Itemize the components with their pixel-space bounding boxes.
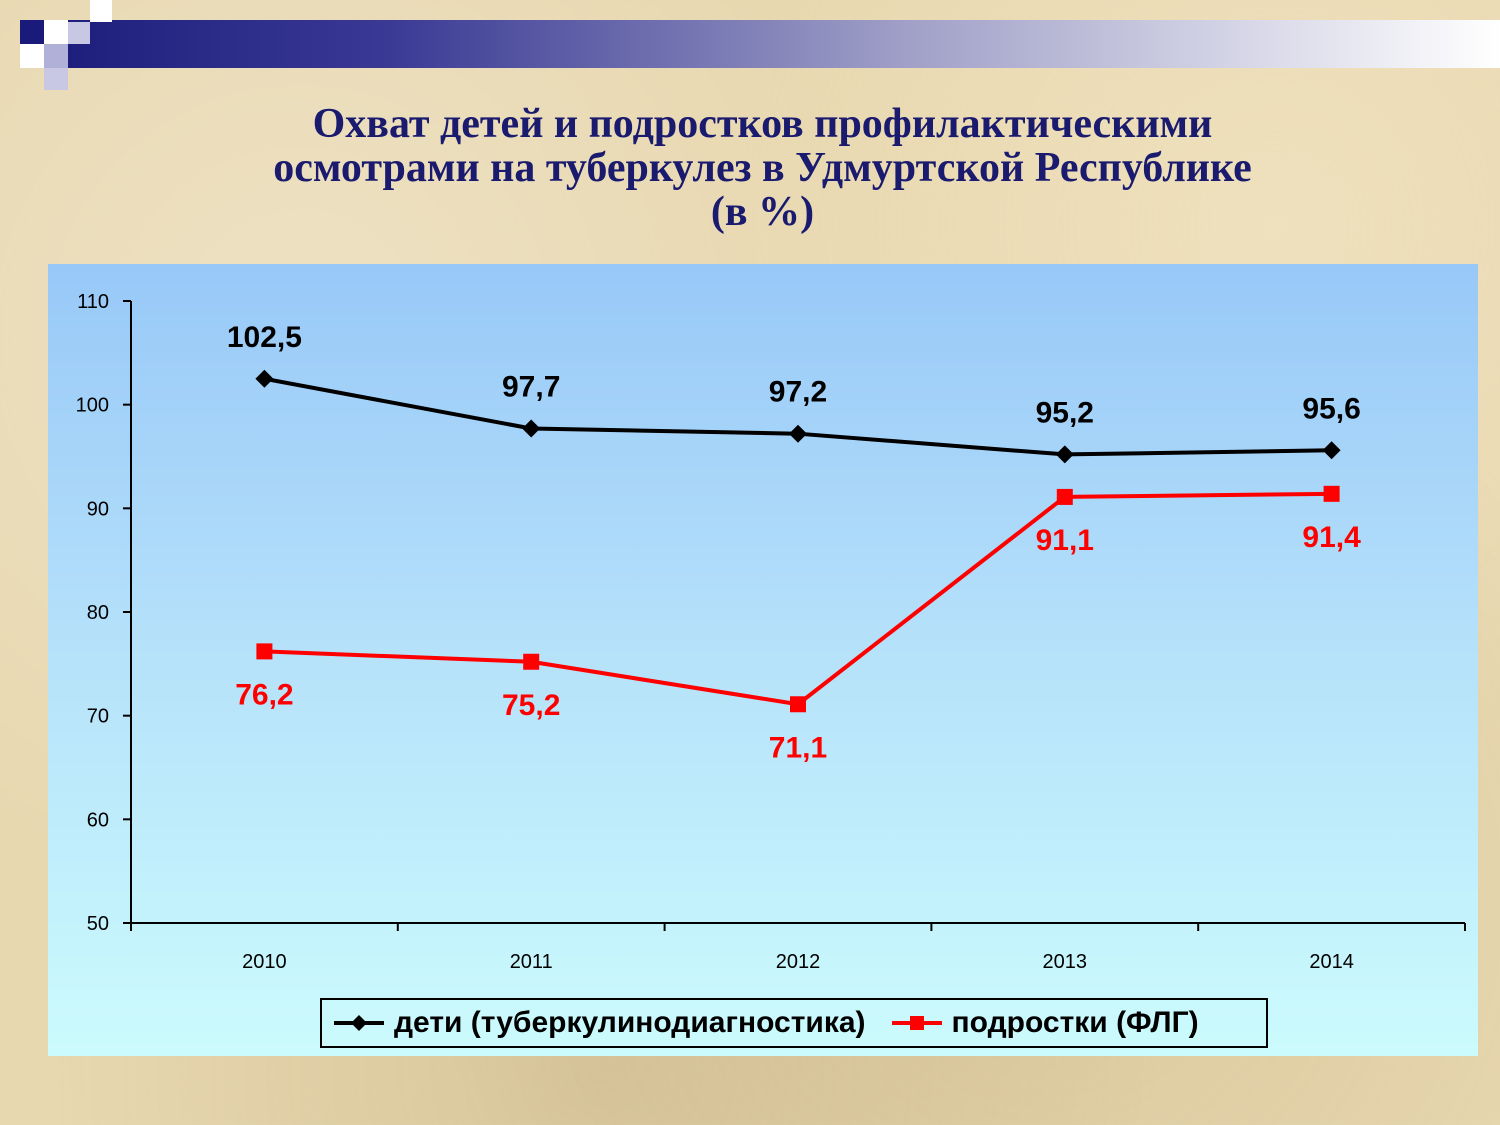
y-tick-label: 70 xyxy=(87,706,109,728)
decor-square-mid xyxy=(44,44,68,68)
decor-square-light xyxy=(90,0,112,22)
x-tick-label: 2013 xyxy=(1043,951,1088,973)
legend-label-teens: подростки (ФЛГ) xyxy=(951,1006,1199,1039)
data-label: 91,1 xyxy=(1036,524,1094,557)
y-tick-label: 60 xyxy=(87,809,109,831)
legend-swatch-square xyxy=(891,1016,942,1030)
decor-square-light xyxy=(44,20,68,44)
title-line-2: осмотрами на туберкулез в Удмуртской Рес… xyxy=(273,145,1252,191)
data-point-marker xyxy=(523,653,540,670)
header-gradient-bar xyxy=(20,20,1500,68)
decor-square-light xyxy=(20,44,44,68)
data-point-marker xyxy=(790,696,806,713)
data-label: 102,5 xyxy=(227,321,302,354)
y-tick-label: 90 xyxy=(87,498,109,520)
data-label: 97,7 xyxy=(502,371,560,404)
data-label: 76,2 xyxy=(235,678,293,711)
data-point-marker xyxy=(255,369,274,388)
data-point-marker xyxy=(522,419,541,438)
title-line-1: Охват детей и подростков профилактически… xyxy=(312,101,1213,147)
decor-square-dark xyxy=(20,20,44,44)
data-label: 95,2 xyxy=(1036,396,1094,429)
data-point-marker xyxy=(1055,445,1074,464)
series-line-teens xyxy=(264,491,1332,707)
data-label: 71,1 xyxy=(769,731,827,764)
x-tick-label: 2014 xyxy=(1309,951,1354,973)
data-label: 75,2 xyxy=(502,689,560,722)
y-tick-label: 100 xyxy=(76,395,109,417)
chart-legend: дети (туберкулинодиагностика) подростки … xyxy=(320,998,1268,1048)
x-tick-label: 2010 xyxy=(242,951,287,973)
legend-swatch-diamond xyxy=(334,1015,384,1031)
data-point-marker xyxy=(1323,485,1340,502)
data-label: 95,6 xyxy=(1302,392,1360,425)
data-point-marker xyxy=(789,424,807,443)
x-tick-label: 2012 xyxy=(776,951,821,973)
legend-item-children: дети (туберкулинодиагностика) xyxy=(332,1006,866,1040)
data-point-marker xyxy=(1056,488,1073,505)
title-line-3: (в %) xyxy=(710,189,815,235)
y-tick-label: 110 xyxy=(77,291,109,313)
legend-label-children: дети (туберкулинодиагностика) xyxy=(394,1006,866,1039)
decor-square-mid xyxy=(44,68,68,90)
data-point-marker xyxy=(256,643,273,660)
x-tick-label: 2011 xyxy=(510,951,553,973)
slide-title: Охват детей и подростков профилактически… xyxy=(0,102,1500,234)
data-label: 91,4 xyxy=(1302,521,1361,554)
legend-item-teens: подростки (ФЛГ) xyxy=(890,1006,1199,1040)
data-point-marker xyxy=(1322,441,1341,460)
y-tick-label: 80 xyxy=(87,602,109,624)
decor-square-mid xyxy=(68,22,90,44)
y-tick-label: 50 xyxy=(87,913,109,935)
data-label: 97,2 xyxy=(769,376,827,409)
